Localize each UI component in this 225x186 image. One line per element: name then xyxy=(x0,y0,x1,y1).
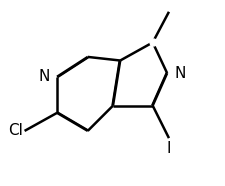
Text: Cl: Cl xyxy=(8,123,23,138)
Text: I: I xyxy=(166,141,170,156)
Text: N: N xyxy=(173,66,185,81)
Text: N: N xyxy=(38,69,50,84)
